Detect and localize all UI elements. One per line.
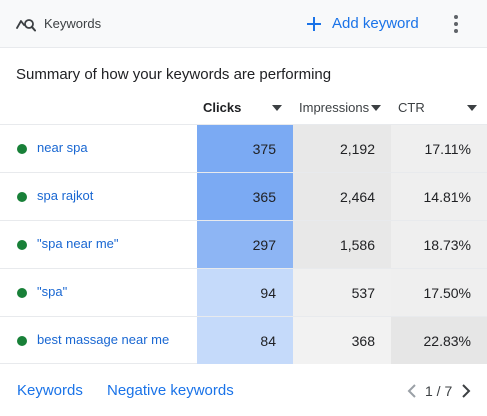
status-enabled-icon: [17, 336, 27, 346]
ctr-cell: 22.83%: [391, 317, 487, 364]
table-row: "spa" 94 537 17.50%: [0, 268, 487, 316]
clicks-cell: 375: [197, 125, 293, 172]
status-enabled-icon: [17, 240, 27, 250]
clicks-cell: 365: [197, 173, 293, 220]
card-title: Keywords: [44, 16, 102, 31]
keywords-table: near spa 375 2,192 17.11% spa rajkot 365…: [0, 124, 487, 364]
sort-down-icon[interactable]: [272, 105, 282, 111]
chevron-left-icon[interactable]: [404, 382, 420, 400]
negative-keywords-link[interactable]: Negative keywords: [107, 382, 234, 399]
ctr-cell: 17.11%: [391, 125, 487, 172]
table-row: "spa near me" 297 1,586 18.73%: [0, 220, 487, 268]
impressions-cell: 1,586: [293, 221, 391, 268]
card-header: Keywords Add keyword: [0, 0, 487, 48]
column-header-label: Impressions: [299, 100, 370, 115]
table-row: best massage near me 84 368 22.83%: [0, 316, 487, 364]
clicks-cell: 297: [197, 221, 293, 268]
column-header-ctr[interactable]: CTR: [398, 96, 425, 120]
keyword-link[interactable]: best massage near me: [37, 332, 170, 347]
status-enabled-icon: [17, 288, 27, 298]
impressions-cell: 2,192: [293, 125, 391, 172]
column-header-label: CTR: [398, 100, 425, 115]
plus-icon: [307, 17, 321, 31]
status-enabled-icon: [17, 192, 27, 202]
summary-heading: Summary of how your keywords are perform…: [16, 66, 332, 83]
pager-status: 1 / 7: [425, 383, 453, 399]
clicks-cell: 84: [197, 317, 293, 364]
impressions-cell: 368: [293, 317, 391, 364]
table-row: near spa 375 2,192 17.11%: [0, 124, 487, 172]
column-header-clicks[interactable]: Clicks: [203, 96, 241, 120]
impressions-cell: 2,464: [293, 173, 391, 220]
keyword-search-icon: [16, 19, 36, 32]
more-vert-icon[interactable]: [446, 12, 466, 36]
keywords-link[interactable]: Keywords: [17, 382, 83, 399]
ctr-cell: 17.50%: [391, 269, 487, 316]
ctr-cell: 18.73%: [391, 221, 487, 268]
chevron-right-icon[interactable]: [458, 382, 474, 400]
table-row: spa rajkot 365 2,464 14.81%: [0, 172, 487, 220]
sort-down-icon[interactable]: [467, 105, 477, 111]
add-keyword-button[interactable]: Add keyword: [305, 12, 419, 36]
sort-down-icon[interactable]: [371, 105, 381, 111]
column-header-impressions[interactable]: Impressions: [299, 96, 369, 120]
clicks-cell: 94: [197, 269, 293, 316]
impressions-cell: 537: [293, 269, 391, 316]
status-enabled-icon: [17, 144, 27, 154]
add-keyword-label: Add keyword: [332, 15, 419, 32]
column-header-label: Clicks: [203, 100, 242, 115]
keyword-link[interactable]: spa rajkot: [37, 188, 94, 203]
keyword-link[interactable]: "spa near me": [37, 236, 119, 251]
keyword-link[interactable]: near spa: [37, 140, 88, 155]
keyword-link[interactable]: "spa": [37, 284, 68, 299]
ctr-cell: 14.81%: [391, 173, 487, 220]
